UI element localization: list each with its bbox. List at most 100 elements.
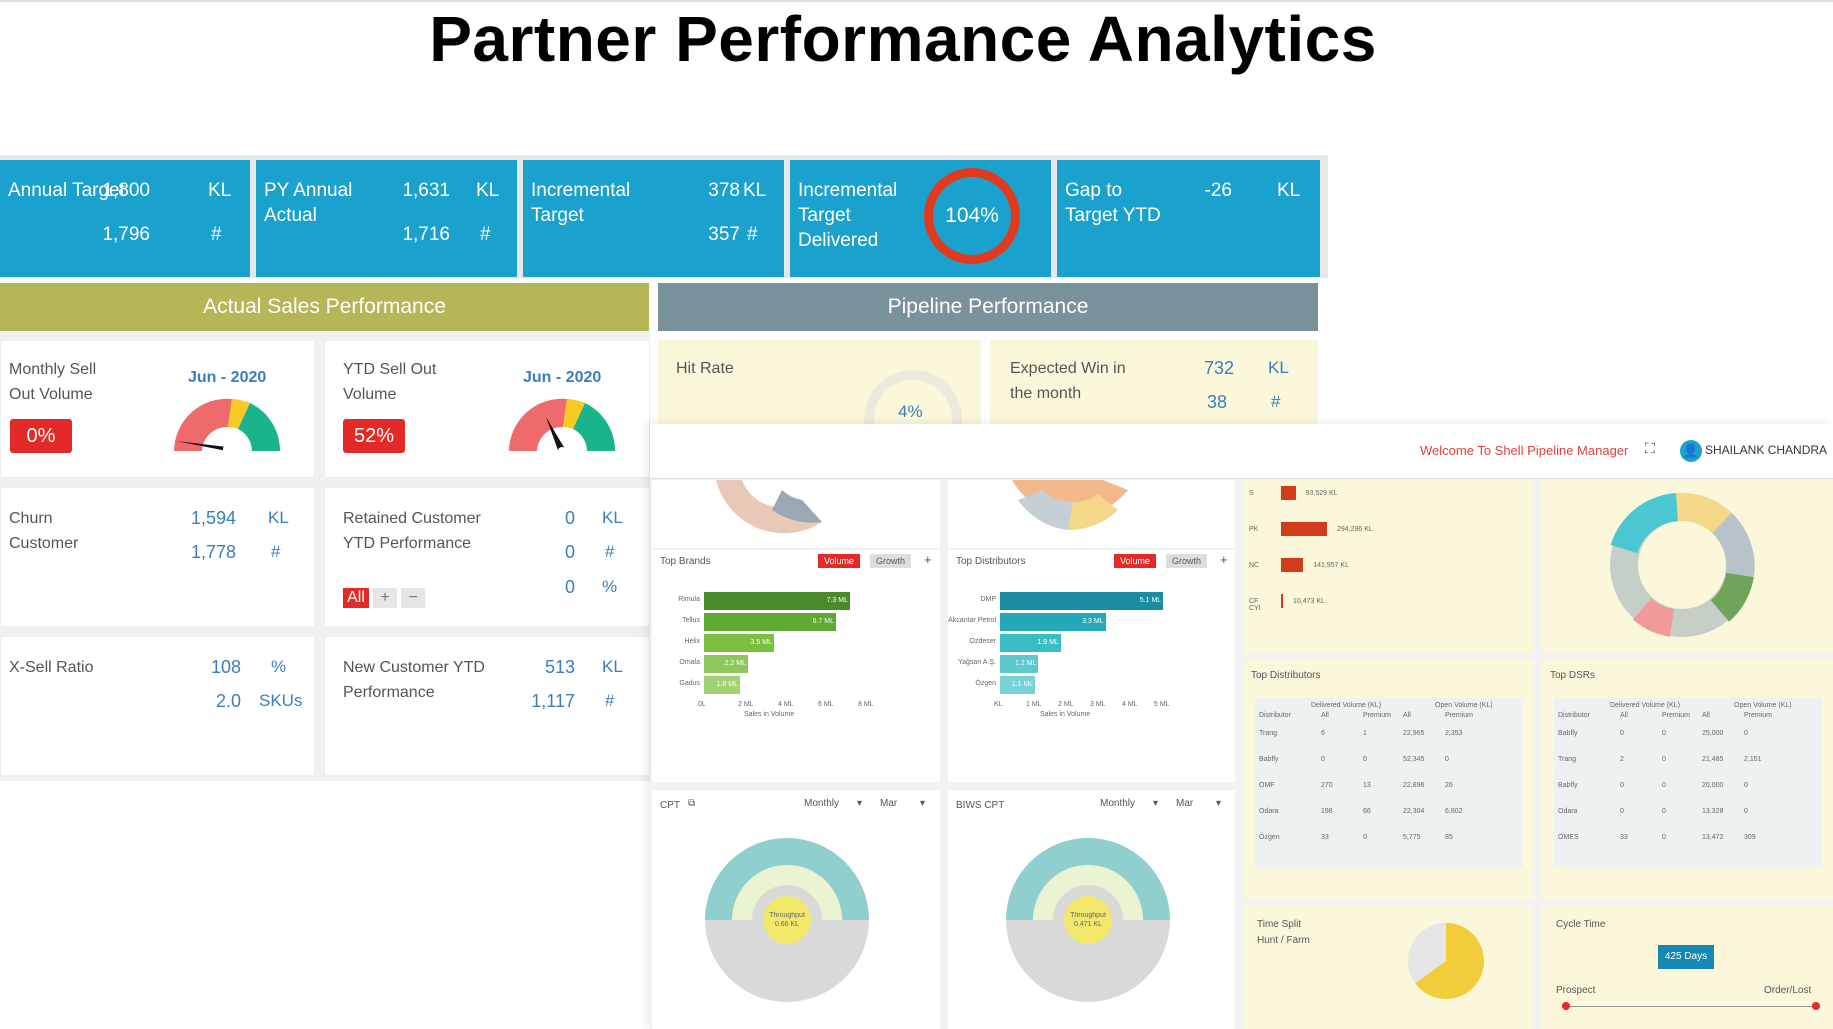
table-cell: 13,328 bbox=[1702, 808, 1724, 815]
gauge-hub bbox=[558, 447, 566, 455]
ytd-sell-out-card: YTD Sell Out Volume Jun - 2020 52% bbox=[324, 340, 650, 478]
partial-donut-2 bbox=[1012, 480, 1128, 531]
filter-minus-button[interactable]: − bbox=[401, 588, 425, 608]
new-customer-unit: KL bbox=[602, 657, 623, 676]
bar-category-label: Yağsan A.Ş. bbox=[957, 659, 996, 666]
donut-slice-2 bbox=[1018, 490, 1073, 530]
expand-icon[interactable]: ⛶ bbox=[1645, 440, 1655, 456]
biws-center bbox=[1064, 896, 1112, 944]
x-tick-label: 2 ML bbox=[738, 701, 754, 708]
cycle-from-label: Prospect bbox=[1556, 985, 1596, 996]
volume-toggle[interactable]: Volume bbox=[1114, 554, 1157, 568]
xsell-label: X-Sell Ratio bbox=[9, 659, 94, 676]
biws-period-select[interactable]: Monthly bbox=[1100, 798, 1136, 809]
ytd-sell-out-label: YTD Sell Out Volume bbox=[343, 361, 437, 403]
overlay-header bbox=[650, 424, 1833, 479]
table-cell: 20,000 bbox=[1702, 782, 1724, 789]
bar-category-label: Helix bbox=[684, 638, 700, 645]
partial-donut-1 bbox=[716, 480, 822, 534]
top-distributors-chart-card: Top Distributors Volume Growth + DMP 5.1 … bbox=[948, 550, 1235, 782]
table-cell: 0 bbox=[1445, 756, 1449, 763]
table-cell: 2 bbox=[1620, 756, 1624, 763]
bar: 7.3 ML bbox=[704, 592, 850, 610]
cycle-to-label: Order/Lost bbox=[1764, 985, 1812, 996]
chevron-down-icon[interactable]: ▾ bbox=[920, 798, 926, 809]
region-bar bbox=[1281, 558, 1304, 572]
cpt-outer-arc bbox=[705, 838, 869, 920]
table-cell: Özgen bbox=[1259, 834, 1280, 841]
kpi-value: 378 bbox=[708, 180, 740, 201]
table-cell: 6,802 bbox=[1445, 808, 1463, 815]
gauge-hub bbox=[223, 445, 231, 453]
cycle-end-dot bbox=[1812, 1002, 1820, 1010]
donut-slice-yellow bbox=[1676, 492, 1732, 534]
table-cell: 13 bbox=[1363, 782, 1371, 789]
cpt-period-select[interactable]: Monthly bbox=[804, 798, 840, 809]
gauge-green-arc bbox=[573, 403, 616, 451]
kpi-value: -26 bbox=[1204, 180, 1232, 201]
table-cell: 0 bbox=[1363, 756, 1367, 763]
delivered-ring: 104% bbox=[924, 168, 1020, 264]
region-value-label: 294,296 KL bbox=[1337, 526, 1373, 533]
chevron-down-icon[interactable]: ▾ bbox=[1153, 798, 1159, 809]
new-customer-value: 513 bbox=[544, 657, 575, 677]
filter-plus-button[interactable]: + bbox=[373, 588, 397, 608]
growth-toggle[interactable]: Growth bbox=[1166, 554, 1208, 568]
kpi-label: Gap to Target YTD bbox=[1065, 180, 1161, 226]
volume-toggle[interactable]: Volume bbox=[818, 554, 861, 568]
bar-value-label: 3.3 ML bbox=[1082, 618, 1104, 625]
top-dsrs-card: Top DSRs Delivered Volume (KL) Open Volum… bbox=[1542, 660, 1833, 900]
bar: 3.3 ML bbox=[1000, 613, 1106, 631]
hit-rate-donut bbox=[864, 370, 962, 430]
retained-value: 0 bbox=[564, 508, 575, 528]
add-icon[interactable]: + bbox=[924, 552, 932, 567]
gauge-red-arc bbox=[174, 398, 232, 451]
x-tick-label: 3 ML bbox=[1090, 701, 1106, 708]
chevron-down-icon[interactable]: ▾ bbox=[857, 798, 863, 809]
ytd-gauge bbox=[509, 398, 616, 455]
cpt-month-select[interactable]: Mar bbox=[880, 798, 898, 809]
open-icon[interactable]: ⧉ bbox=[688, 798, 696, 809]
table-cell: 6 bbox=[1321, 730, 1325, 737]
time-split-pie bbox=[1408, 923, 1484, 999]
kpi-label: PY Annual Actual bbox=[264, 180, 353, 226]
filter-all-button[interactable]: All bbox=[343, 588, 369, 608]
add-icon[interactable]: + bbox=[1220, 552, 1228, 567]
cpt-center bbox=[763, 896, 811, 944]
table-cell: 25,000 bbox=[1702, 730, 1724, 737]
new-customer-label: New Customer YTD Performance bbox=[343, 659, 485, 701]
bar-value-label: 5.1 ML bbox=[1139, 597, 1162, 604]
monthly-period: Jun - 2020 bbox=[188, 369, 267, 386]
kpi-label: Incremental Target Delivered bbox=[798, 180, 898, 251]
hit-rate-value: 4% bbox=[898, 402, 923, 421]
growth-toggle[interactable]: Growth bbox=[870, 554, 912, 568]
table-cell: 13,472 bbox=[1702, 834, 1724, 841]
cycle-time-title: Cycle Time bbox=[1556, 919, 1606, 930]
kpi-gap-to-target: Gap to Target YTD -26 KL bbox=[1057, 160, 1320, 277]
biws-center-value: 0.471 KL bbox=[1073, 921, 1103, 928]
bar-value-label: 1.9 ML bbox=[1037, 639, 1059, 646]
biws-month-select[interactable]: Mar bbox=[1176, 798, 1194, 809]
x-tick-label: 4 ML bbox=[1122, 701, 1138, 708]
kpi-py-annual-actual: PY Annual Actual 1,631 KL 1,716 # bbox=[256, 160, 517, 277]
table-cell: 0 bbox=[1662, 834, 1666, 841]
user-avatar-icon[interactable]: 👤 bbox=[1680, 440, 1702, 462]
chevron-down-icon[interactable]: ▾ bbox=[1216, 798, 1222, 809]
table-header: All bbox=[1620, 712, 1628, 719]
table-cell: 0 bbox=[1744, 808, 1748, 815]
kpi-value: 1,800 bbox=[102, 180, 150, 201]
expected-win-label: Expected Win in the month bbox=[1010, 360, 1126, 402]
user-name[interactable]: SHAILANK CHANDRA bbox=[1705, 443, 1828, 457]
table-header: All bbox=[1403, 712, 1411, 719]
table-header: Distributor bbox=[1259, 712, 1291, 719]
table-cell: 52,345 bbox=[1403, 756, 1425, 763]
table-cell: 33 bbox=[1620, 834, 1628, 841]
table-cell: 22,965 bbox=[1403, 730, 1425, 737]
new-customer-card: New Customer YTD Performance 513 KL 1,11… bbox=[324, 636, 650, 776]
bar: 6.7 ML bbox=[704, 613, 836, 631]
table-cell: 22,304 bbox=[1403, 808, 1425, 815]
table-cell: 0 bbox=[1620, 808, 1624, 815]
retained-unit: KL bbox=[602, 508, 623, 527]
hit-rate-ring bbox=[864, 370, 962, 430]
x-tick-label: 1 ML bbox=[1026, 701, 1042, 708]
